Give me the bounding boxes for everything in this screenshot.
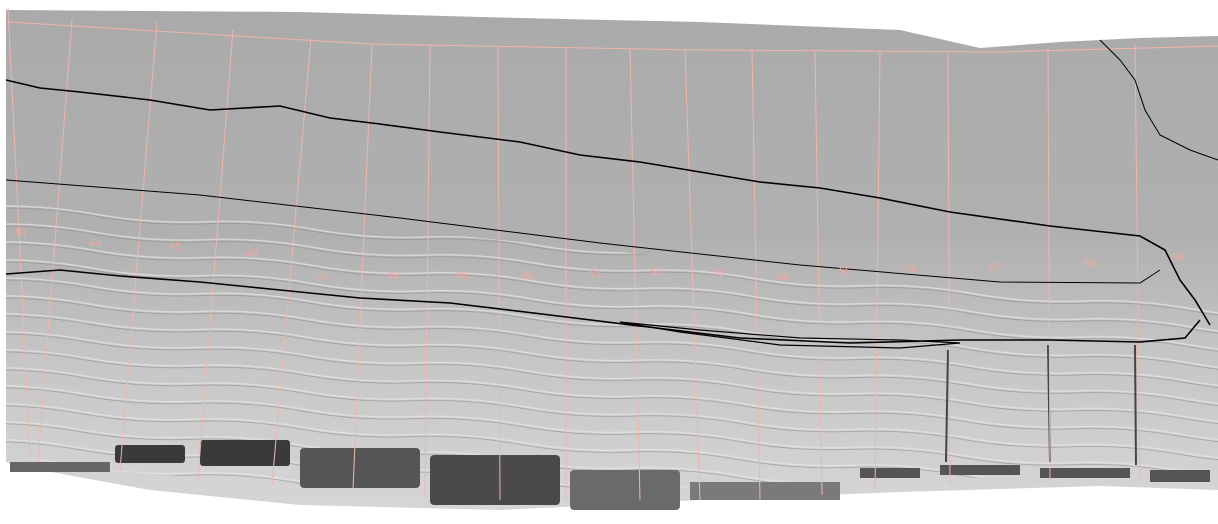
section-label: 54 (776, 272, 788, 284)
section-label: 44 (89, 237, 101, 249)
section-label: 57 (989, 262, 1001, 274)
section-label: 53 (712, 267, 724, 279)
section-label: 56 (905, 264, 917, 276)
section-label: 58 (1084, 258, 1096, 270)
section-label: 51 (590, 268, 602, 280)
map: 43 44 45 46 47 48 49 50 51 52 53 54 55 56 57 58 59 (0, 0, 1218, 524)
section-label: 47 (317, 273, 329, 285)
section-label: 46 (246, 248, 258, 260)
section-label: 52 (650, 266, 662, 278)
page: 4344454647484950515253545556575859 (() =… (0, 0, 1218, 524)
section-label: 49 (456, 270, 468, 282)
section-label: 43 (14, 227, 26, 239)
section-label: 50 (522, 270, 534, 282)
section-label: 48 (387, 270, 399, 282)
section-label: 45 (169, 241, 181, 253)
section-label: 59 (1172, 252, 1184, 264)
section-label: 55 (839, 266, 851, 278)
